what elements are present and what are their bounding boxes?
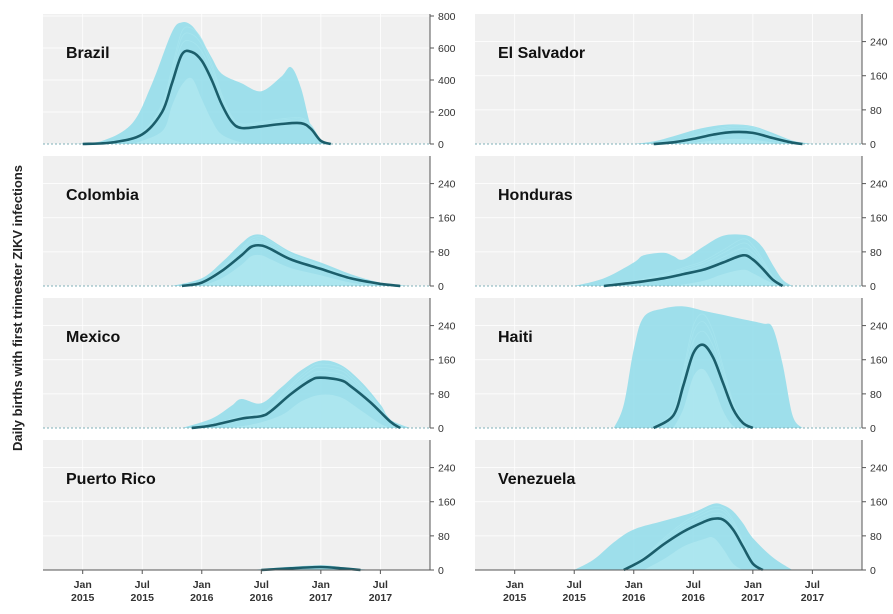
x-tick-label-year: 2015 [131, 592, 155, 604]
y-tick-label: 0 [870, 281, 876, 293]
y-tick-label: 160 [870, 497, 888, 509]
panel-venezuela: 080160240VenezuelaJan2015Jul2015Jan2016J… [475, 440, 888, 604]
y-tick-label: 0 [870, 423, 876, 435]
y-tick-label: 80 [870, 531, 882, 543]
x-tick-label-month: Jul [805, 579, 820, 591]
y-tick-label: 240 [438, 321, 456, 333]
x-tick-label-year: 2015 [563, 592, 587, 604]
x-tick-label-year: 2016 [682, 592, 706, 604]
x-tick-label-month: Jan [506, 579, 524, 591]
panel-title: Honduras [498, 187, 573, 204]
panel-title: Venezuela [498, 471, 575, 488]
x-tick-label-month: Jan [744, 579, 762, 591]
panel-background [43, 440, 430, 570]
x-tick-label-month: Jan [193, 579, 211, 591]
panel-honduras: 0 80 160 240 Honduras [475, 156, 888, 293]
y-tick-label: 0 [438, 565, 444, 577]
y-tick-label: 240 [870, 321, 888, 333]
panel-title: Mexico [66, 329, 120, 346]
y-tick-label: 0 [438, 423, 444, 435]
x-tick-label-month: Jul [254, 579, 269, 591]
y-axis-label: Daily births with first trimester ZIKV i… [10, 165, 25, 451]
x-tick-label-year: 2016 [250, 592, 274, 604]
y-tick-label: 160 [870, 213, 888, 225]
y-tick-label: 0 [870, 565, 876, 577]
x-tick-label-month: Jan [625, 579, 643, 591]
panel-title: Puerto Rico [66, 471, 156, 488]
panel-haiti: 0 80 160 240 Haiti [475, 298, 888, 435]
x-tick-label-month: Jan [312, 579, 330, 591]
x-tick-label-year: 2015 [71, 592, 95, 604]
x-tick-label-month: Jul [686, 579, 701, 591]
y-tick-label: 160 [870, 71, 888, 83]
panel-title: Brazil [66, 45, 110, 62]
x-tick-label-month: Jul [135, 579, 150, 591]
y-tick-label: 240 [870, 463, 888, 475]
y-tick-label: 0 [438, 139, 444, 151]
y-tick-label: 240 [870, 179, 888, 191]
panel-title: El Salvador [498, 45, 585, 62]
x-tick-label-year: 2017 [741, 592, 765, 604]
y-tick-label: 80 [870, 389, 882, 401]
x-tick-label-year: 2016 [622, 592, 646, 604]
y-tick-label: 80 [438, 389, 450, 401]
y-tick-label: 200 [438, 107, 456, 119]
panel-mexico: 0 80 160 240 Mexico [43, 298, 456, 435]
y-tick-label: 800 [438, 11, 456, 23]
y-tick-label: 160 [438, 213, 456, 225]
y-tick-label: 80 [870, 247, 882, 259]
y-tick-label: 0 [870, 139, 876, 151]
y-tick-label: 240 [438, 463, 456, 475]
x-tick-label-month: Jan [74, 579, 92, 591]
panel-el-salvador: 0 80 160 240 El Salvador [475, 14, 888, 151]
x-tick-label-year: 2017 [309, 592, 333, 604]
y-tick-label: 80 [438, 247, 450, 259]
y-tick-label: 0 [438, 281, 444, 293]
x-tick-label-year: 2017 [369, 592, 393, 604]
x-tick-label-month: Jul [567, 579, 582, 591]
panel-title: Haiti [498, 329, 533, 346]
y-tick-label: 80 [438, 531, 450, 543]
y-tick-label: 160 [438, 497, 456, 509]
y-tick-label: 600 [438, 43, 456, 55]
panel-colombia: 0 80 160 240 Colombia [43, 156, 456, 293]
panel-title: Colombia [66, 187, 139, 204]
y-tick-label: 160 [438, 355, 456, 367]
y-tick-label: 240 [870, 37, 888, 49]
x-tick-label-year: 2017 [801, 592, 825, 604]
y-tick-label: 160 [870, 355, 888, 367]
y-tick-label: 240 [438, 179, 456, 191]
y-tick-label: 400 [438, 75, 456, 87]
y-tick-label: 80 [870, 105, 882, 117]
x-tick-label-year: 2015 [503, 592, 527, 604]
panel-background [475, 14, 862, 144]
panel-brazil: 0 200 400 600 800 Brazil [43, 11, 456, 151]
x-tick-label-month: Jul [373, 579, 388, 591]
x-tick-label-year: 2016 [190, 592, 214, 604]
